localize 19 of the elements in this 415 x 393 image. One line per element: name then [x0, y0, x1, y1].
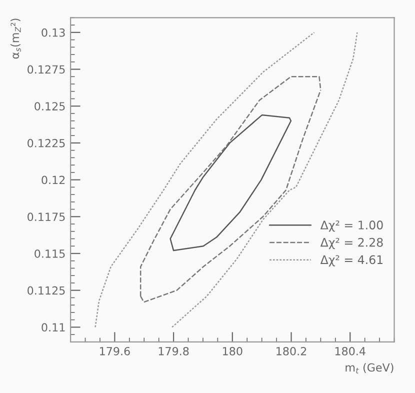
y-tick-label: 0.11: [42, 323, 65, 332]
x-tick-label: 179.8: [158, 346, 189, 356]
y-tick-label: 0.125: [34, 102, 65, 110]
x-tick-label: 180.2: [276, 346, 306, 356]
y-tick-label: 0.13: [42, 28, 65, 37]
y-tick-label: 0.1225: [28, 138, 65, 148]
y-tick-label: 0.115: [34, 249, 65, 258]
x-tick-label: 179.6: [100, 346, 130, 356]
y-tick-label: 0.1175: [28, 212, 65, 222]
y-tick-label: 0.12: [42, 176, 65, 184]
x-axis-title: m$_{t}$ (GeV): [346, 363, 394, 374]
y-tick-label: 0.1275: [28, 65, 65, 74]
x-tick-label: 180.4: [335, 346, 366, 356]
x-tick-label: 180: [223, 346, 242, 356]
y-tick-label: 0.1125: [28, 286, 65, 295]
legend-label: Δχ² = 1.00: [320, 220, 383, 232]
y-axis-title: α$_{s}$(m$_{Z}$²): [10, 18, 21, 59]
legend-label: Δχ² = 4.61: [320, 255, 383, 266]
legend-label: Δχ² = 2.28: [320, 238, 383, 250]
